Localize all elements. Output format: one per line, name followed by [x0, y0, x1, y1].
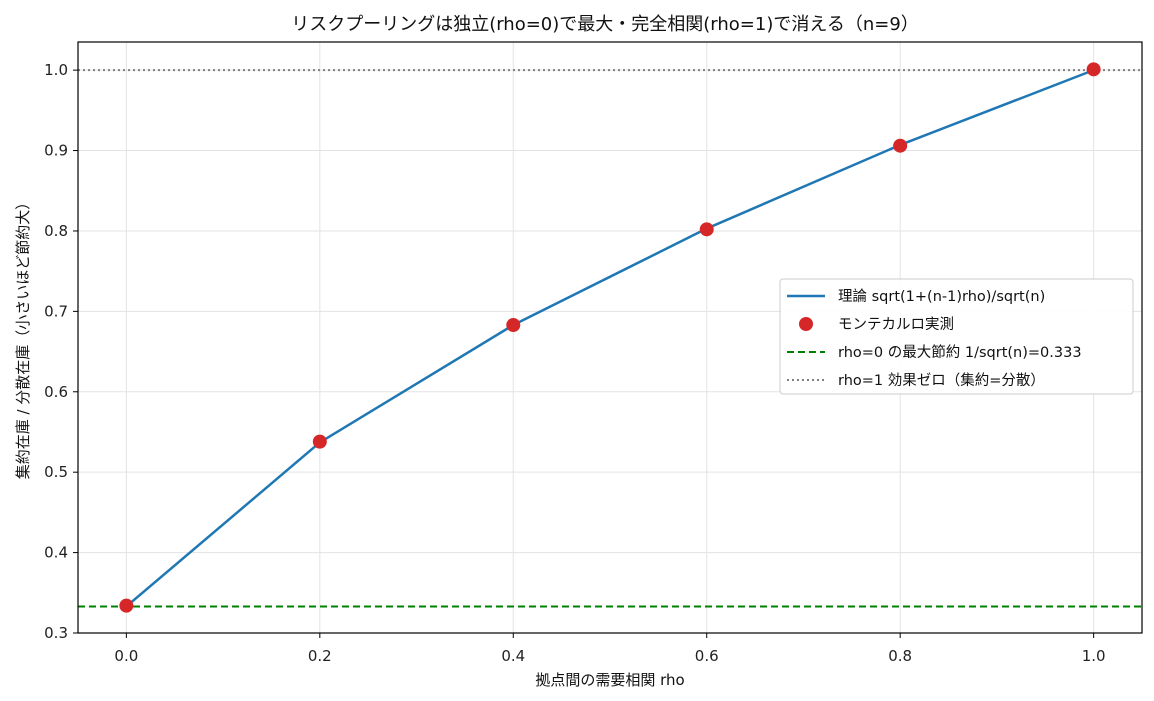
y-tick-label: 0.9	[44, 142, 68, 160]
plot-frame	[77, 41, 1143, 634]
legend-label-theory: 理論 sqrt(1+(n-1)rho)/sqrt(n)	[838, 288, 1045, 305]
series	[119, 62, 1101, 613]
legend-label-montecarlo: モンテカルロ実測	[838, 316, 954, 333]
y-tick-label: 1.0	[44, 61, 68, 79]
montecarlo-point	[1086, 62, 1101, 77]
montecarlo-point	[506, 318, 521, 333]
x-tick-label: 0.0	[114, 647, 138, 665]
chart-title: リスクプーリングは独立(rho=0)で最大・完全相関(rho=1)で消える（n=…	[291, 14, 919, 35]
x-tick-label: 0.6	[695, 647, 719, 665]
x-tick-label: 0.2	[308, 647, 332, 665]
y-tick-label: 0.6	[44, 383, 68, 401]
y-tick-label: 0.3	[44, 624, 68, 642]
y-tick-label: 0.4	[44, 544, 68, 562]
legend-label-max-saving: rho=0 の最大節約 1/sqrt(n)=0.333	[838, 343, 1082, 361]
x-axis: 0.0 0.2 0.4 0.6 0.8 1.0	[114, 633, 1106, 665]
montecarlo-point	[312, 434, 327, 449]
y-axis: 0.3 0.4 0.5 0.6 0.7 0.8 0.9 1.0	[44, 61, 78, 642]
x-tick-label: 0.4	[501, 647, 525, 665]
y-tick-label: 0.8	[44, 222, 68, 240]
reference-lines	[78, 69, 1142, 608]
x-axis-label: 拠点間の需要相関 rho	[535, 671, 684, 689]
legend: 理論 sqrt(1+(n-1)rho)/sqrt(n) モンテカルロ実測 rho…	[779, 278, 1134, 395]
y-axis-label: 集約在庫 / 分散在庫（小さいほど節約大）	[14, 195, 32, 480]
x-tick-label: 1.0	[1082, 647, 1106, 665]
legend-box	[779, 278, 1134, 395]
legend-swatch-montecarlo	[799, 317, 813, 331]
x-tick-label: 0.8	[888, 647, 912, 665]
legend-label-no-effect: rho=1 効果ゼロ（集約=分散）	[838, 372, 1045, 389]
y-tick-label: 0.5	[44, 463, 68, 481]
theory-line	[125, 68, 1095, 608]
montecarlo-point	[119, 598, 134, 613]
y-tick-label: 0.7	[44, 302, 68, 320]
montecarlo-point	[699, 222, 714, 237]
montecarlo-point	[893, 138, 908, 153]
